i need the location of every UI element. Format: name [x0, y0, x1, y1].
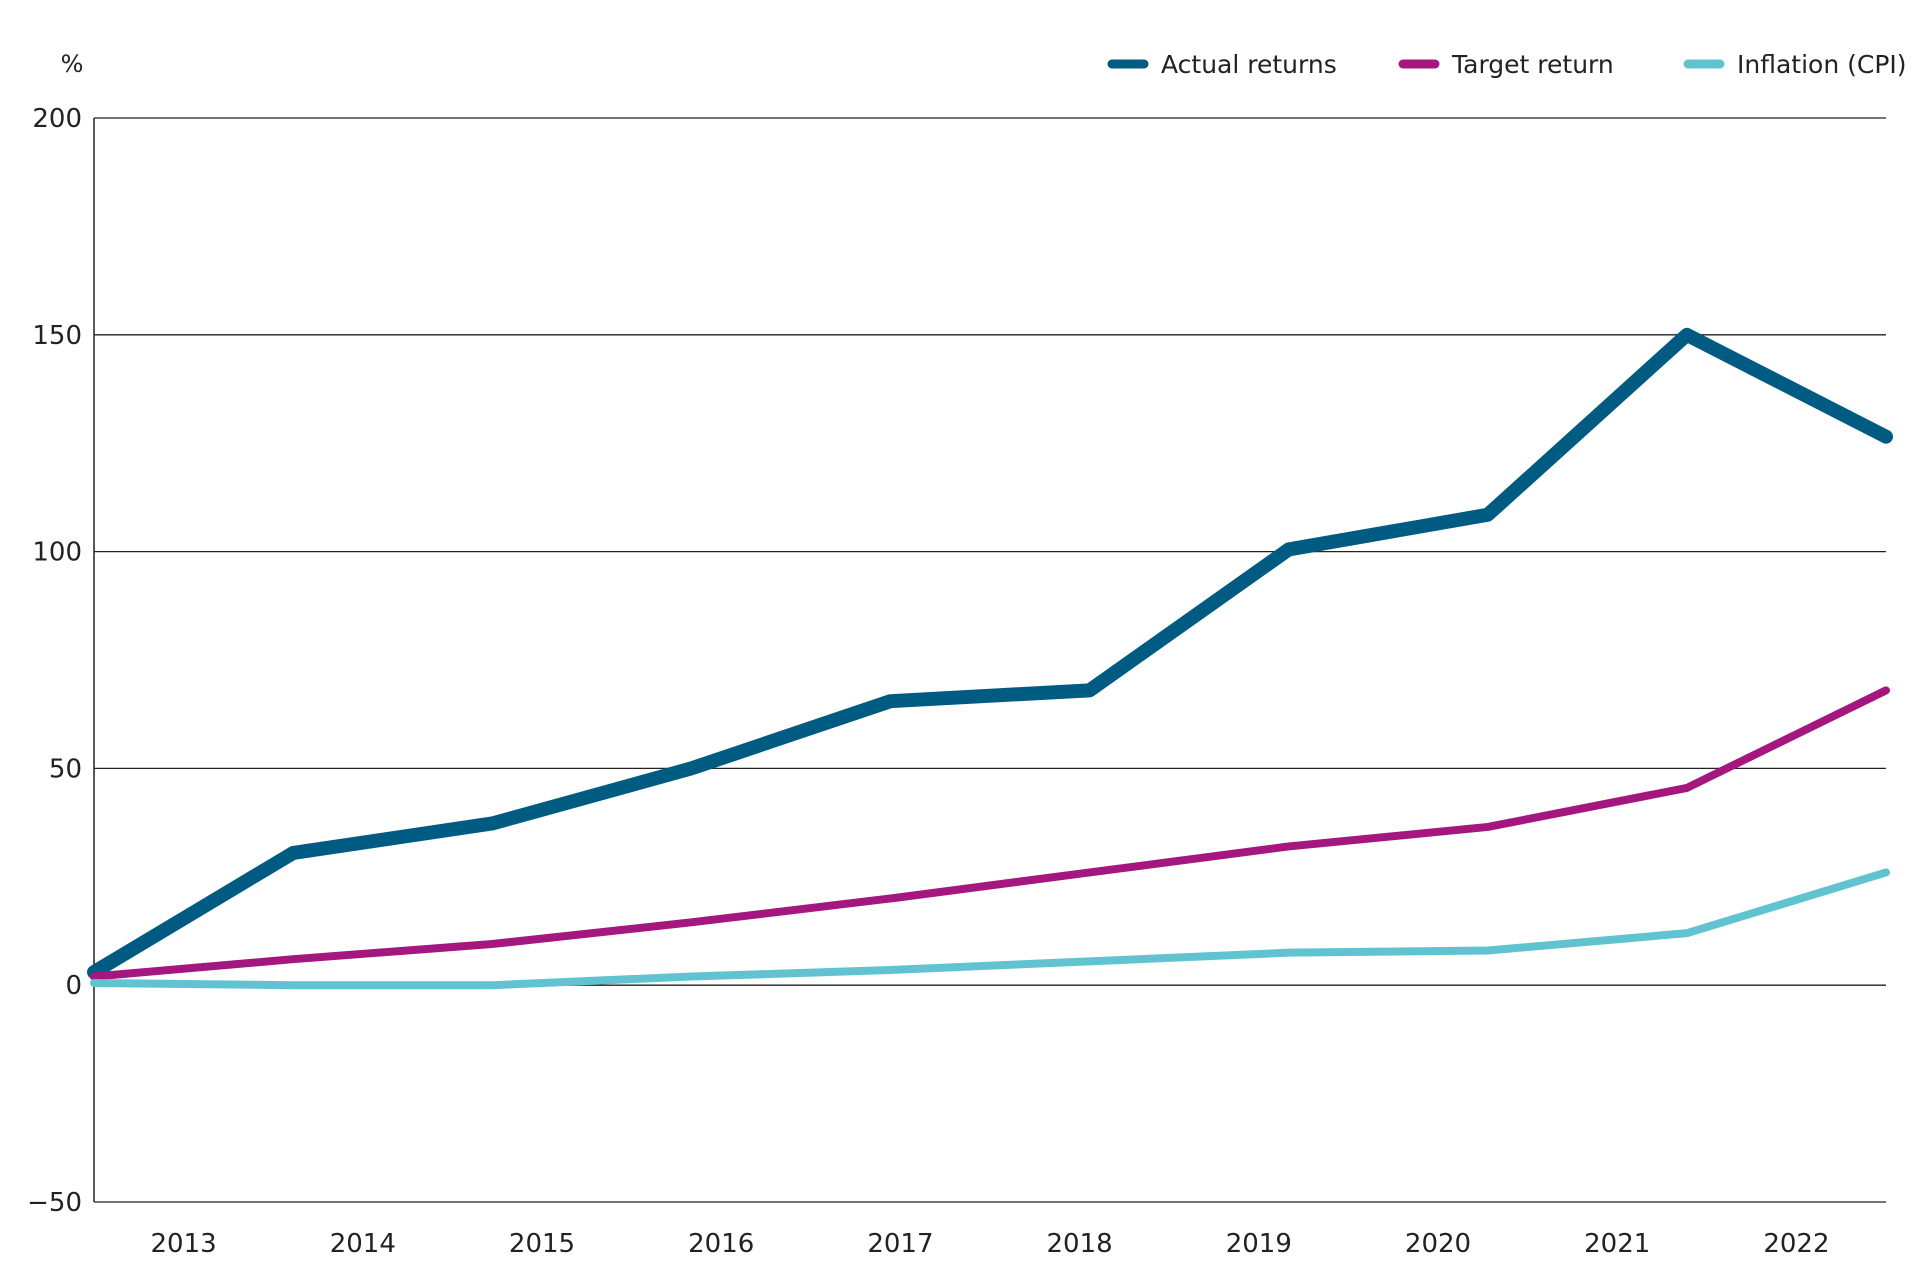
legend-label: Actual returns: [1161, 50, 1337, 79]
series-line-target-return: [94, 690, 1886, 976]
x-axis-ticks: 2013 2014 2015 2016 2017 2018 2019 2020 2021 2022: [151, 1229, 1830, 1259]
x-tick-label: 2018: [1047, 1229, 1113, 1259]
y-axis-label: %: [61, 50, 84, 78]
x-tick-label: 2021: [1584, 1229, 1650, 1259]
y-tick-label: 50: [49, 754, 82, 784]
y-axis-ticks: 200 150 100 50 0 −50: [27, 104, 82, 1218]
y-tick-label: −50: [27, 1188, 82, 1218]
y-tick-label: 200: [32, 104, 82, 134]
x-tick-label: 2020: [1405, 1229, 1471, 1259]
x-tick-label: 2022: [1763, 1229, 1829, 1259]
x-tick-label: 2013: [151, 1229, 217, 1259]
x-tick-label: 2014: [330, 1229, 396, 1259]
y-tick-label: 100: [32, 538, 82, 568]
series-lines: [94, 335, 1886, 986]
legend: Actual returns Target return Inflation (CP…: [1112, 50, 1907, 79]
y-tick-label: 150: [32, 321, 82, 351]
x-tick-label: 2015: [509, 1229, 575, 1259]
legend-label: Inflation (CPI): [1737, 50, 1907, 79]
gridlines: [94, 118, 1886, 1202]
x-tick-label: 2016: [688, 1229, 754, 1259]
y-tick-label: 0: [65, 971, 82, 1001]
series-line-actual-returns: [94, 335, 1886, 972]
x-tick-label: 2017: [867, 1229, 933, 1259]
legend-label: Target return: [1451, 50, 1614, 79]
x-tick-label: 2019: [1226, 1229, 1292, 1259]
